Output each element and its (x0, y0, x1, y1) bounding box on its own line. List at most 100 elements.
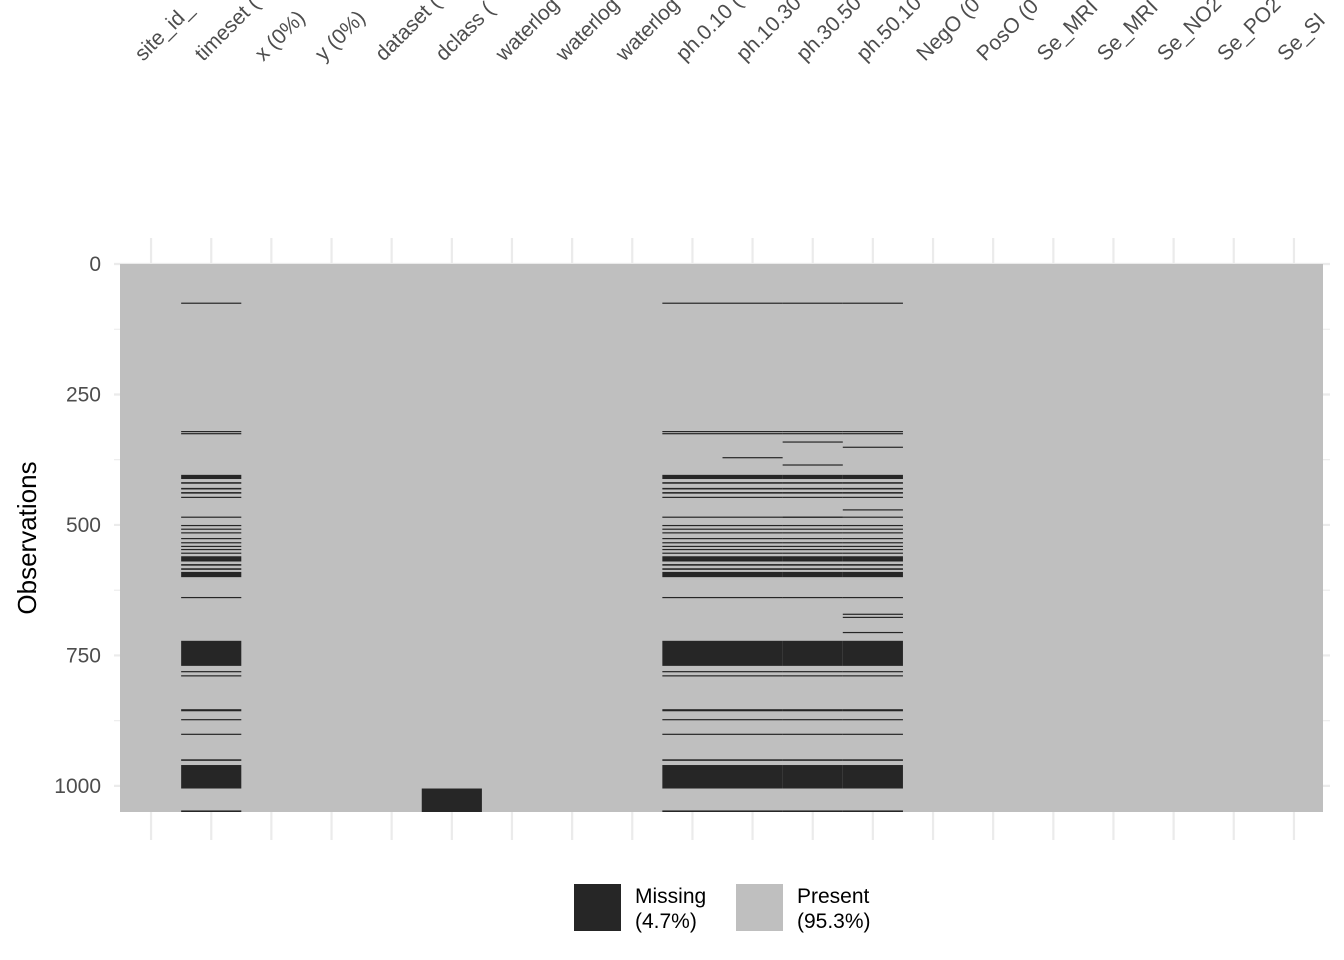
missing-cell (842, 302, 903, 304)
legend-percent-present: (95.3%) (797, 910, 871, 933)
missing-cell (662, 709, 723, 712)
missing-cell (722, 571, 783, 578)
legend: Missing (4.7%) Present (95.3%) (574, 884, 871, 933)
x-tick-label: Se_NO2 (1153, 0, 1226, 66)
missing-cell (662, 538, 723, 540)
missing-cell (722, 433, 783, 435)
missing-cell (782, 675, 843, 677)
missing-cell (782, 733, 843, 735)
missing-cell (662, 302, 723, 304)
legend-swatch-present (736, 884, 783, 931)
missing-cell (782, 302, 843, 304)
missing-cell (842, 446, 903, 448)
missing-cell (842, 631, 903, 634)
missing-cell (842, 571, 903, 578)
missing-cell (722, 675, 783, 677)
missing-cell (782, 759, 843, 761)
missing-cell (722, 709, 783, 712)
x-tick-label: waterlog (491, 0, 564, 66)
missing-cell (662, 474, 723, 480)
missing-cell (782, 441, 843, 443)
missing-cell (722, 496, 783, 498)
missing-cell (722, 545, 783, 548)
missing-cell (842, 733, 903, 735)
missing-cell (782, 556, 843, 562)
missing-cell (782, 538, 843, 540)
missing-cell (782, 474, 843, 480)
x-tick-label: timeset ( (190, 0, 263, 66)
missing-cell (842, 474, 903, 480)
missing-cell (722, 765, 783, 789)
missing-cell (662, 571, 723, 578)
x-tick-labels: site_id_timeset (x (0%) y (0%) dataset (dc… (130, 0, 1330, 66)
legend-label-missing: Missing (635, 885, 706, 908)
missing-cell (181, 496, 242, 498)
y-tick-label: 250 (66, 383, 101, 406)
missing-cell (842, 528, 903, 530)
missing-cell (662, 640, 723, 666)
missing-cell (782, 496, 843, 498)
missing-cell (722, 528, 783, 530)
missing-cell (181, 671, 242, 673)
missing-cell (181, 487, 242, 490)
missing-cell (722, 524, 783, 527)
missing-cell (782, 552, 843, 554)
missing-cell (842, 431, 903, 433)
missing-cell (181, 482, 242, 484)
missing-cell (181, 810, 242, 812)
missing-cell (181, 538, 242, 540)
missing-cell (782, 810, 843, 812)
missing-cell (782, 640, 843, 666)
missing-cell (722, 474, 783, 480)
missing-cell (842, 487, 903, 490)
missing-cell (662, 759, 723, 761)
missing-cell (181, 524, 242, 527)
x-tick-label: x (0%) (251, 6, 310, 65)
missing-cell (842, 810, 903, 812)
missing-cell (842, 719, 903, 721)
missing-cell (181, 532, 242, 534)
missing-cell (662, 542, 723, 544)
missing-cell (722, 568, 783, 570)
missing-cell (782, 709, 843, 712)
missing-cell (842, 556, 903, 562)
missing-cell (181, 719, 242, 721)
missing-cell (662, 496, 723, 498)
missing-cell (662, 487, 723, 490)
y-tick-label: 500 (66, 514, 101, 537)
x-tick-label: Se_MRI (1033, 0, 1103, 66)
missing-cell (662, 765, 723, 789)
missing-cell (842, 709, 903, 712)
missing-cell (842, 613, 903, 615)
missing-cell (782, 571, 843, 578)
missing-cell (181, 759, 242, 761)
missing-cell (842, 496, 903, 498)
missing-cell (782, 596, 843, 599)
missing-cell (842, 765, 903, 789)
missing-cell (782, 482, 843, 484)
missing-cell (181, 568, 242, 570)
missing-cell (722, 671, 783, 673)
missing-cell (722, 487, 783, 490)
missing-cell (842, 568, 903, 570)
missing-cell (842, 532, 903, 534)
missing-cell (782, 765, 843, 789)
missing-cell (181, 528, 242, 530)
missing-cell (662, 671, 723, 673)
missing-cell (181, 596, 242, 599)
missing-cell (782, 492, 843, 494)
missing-cell (842, 482, 903, 484)
missing-cell (722, 538, 783, 540)
missing-cell (662, 524, 723, 527)
missing-cell (782, 568, 843, 570)
missing-cell (842, 516, 903, 518)
y-tick-label: 0 (89, 253, 101, 276)
missing-cell (782, 464, 843, 466)
x-tick-label: Se_SI (1273, 9, 1330, 66)
missing-cell (842, 552, 903, 554)
missing-cell (722, 759, 783, 761)
missing-cell (662, 431, 723, 433)
missing-cell (782, 433, 843, 435)
missing-cell (181, 431, 242, 433)
